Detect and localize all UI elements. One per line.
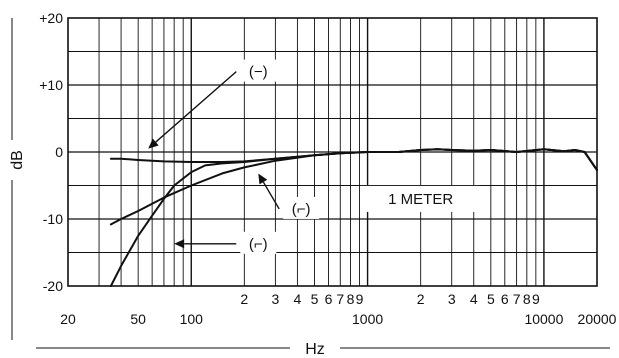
x-tick-label: 4 (470, 291, 478, 307)
annotation-arrow-head (174, 239, 185, 249)
x-tick-label: 5 (487, 291, 495, 307)
y-tick-label: -20 (43, 278, 63, 294)
y-axis-label: dB (9, 150, 26, 170)
y-tick-label: 0 (55, 144, 63, 160)
series-line-3 (109, 148, 598, 287)
annotation-backdrop (283, 196, 320, 219)
x-tick-label: 3 (448, 291, 456, 307)
x-tick-label: 100 (180, 311, 204, 327)
plot-frame (67, 17, 598, 287)
annotation-layer: (−) (⌐) (⌐) 1 METER (148, 59, 481, 254)
x-axis-label: Hz (305, 341, 325, 358)
x-tick-label: 7 (336, 291, 344, 307)
x-tick-label: 10000 (524, 311, 563, 327)
annotation-backdrop (360, 185, 481, 212)
annotation-arrow-head (148, 138, 159, 149)
x-tick-label: 6 (501, 291, 509, 307)
annotation-label-4: 1 METER (388, 191, 453, 208)
x-tick-label: 9 (356, 291, 364, 307)
x-tick-label: 50 (130, 311, 146, 327)
y-tick-label: +20 (39, 10, 63, 26)
annotation-label-1: (−) (249, 64, 268, 81)
x-tick-label: 6 (325, 291, 333, 307)
annotation-arrow-head (258, 173, 268, 185)
x-tick-label: 2 (417, 291, 425, 307)
y-tick-label: -10 (43, 211, 63, 227)
x-tick-label: 5 (311, 291, 319, 307)
annotation-backdrop (240, 231, 277, 254)
y-tick-label: +10 (39, 77, 63, 93)
x-tick-label: 9 (532, 291, 540, 307)
x-tick-label: 2 (240, 291, 248, 307)
annotation-arrow-line (262, 181, 280, 210)
y-axis-title-group: dB (9, 18, 26, 340)
annotation-label-3: (⌐) (249, 236, 268, 253)
annotation-label-2: (⌐) (292, 201, 311, 218)
x-tick-label: 8 (347, 291, 355, 307)
x-tick-label: 1000 (352, 311, 383, 327)
annotation-arrow-line (155, 71, 237, 143)
x-tick-label: 20 (60, 311, 76, 327)
x-tick-label: 4 (294, 291, 302, 307)
series-line-2 (109, 148, 598, 226)
major-gridlines (68, 18, 597, 286)
annotation-backdrop (240, 59, 277, 82)
x-axis-title-group: Hz (36, 341, 610, 358)
x-tick-label: 20000 (578, 311, 617, 327)
x-tick-label: 3 (271, 291, 279, 307)
x-tick-label: 8 (523, 291, 531, 307)
x-tick-label: 7 (513, 291, 521, 307)
series-layer (109, 148, 598, 287)
